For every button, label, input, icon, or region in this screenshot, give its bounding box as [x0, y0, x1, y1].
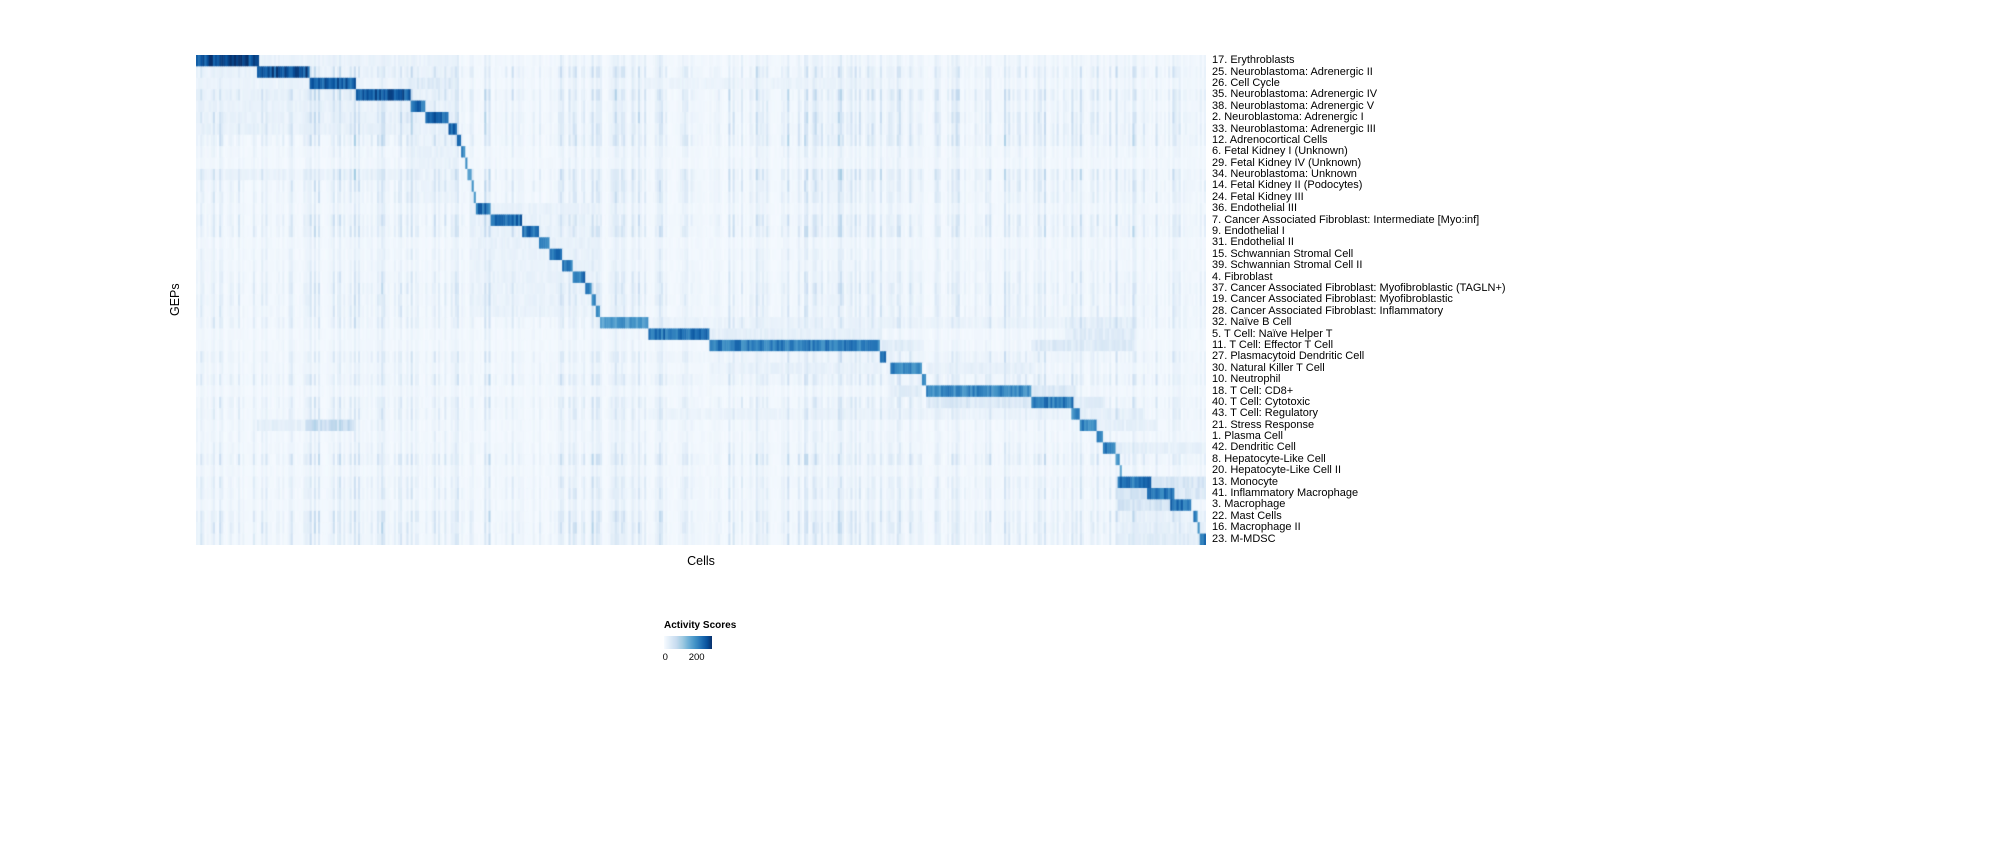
row-label: 5. T Cell: Naïve Helper T [1212, 327, 1333, 340]
row-label: 10. Neutrophil [1212, 373, 1281, 386]
row-label: 39. Schwannian Stromal Cell II [1212, 259, 1363, 272]
row-label: 15. Schwannian Stromal Cell [1212, 247, 1354, 260]
row-label: 3. Macrophage [1212, 498, 1286, 511]
row-label: 11. T Cell: Effector T Cell [1212, 338, 1334, 351]
row-label: 42. Dendritic Cell [1212, 441, 1296, 454]
row-label: 26. Cell Cycle [1212, 76, 1280, 89]
row-label: 31. Endothelial II [1212, 236, 1294, 249]
row-label: 22. Mast Cells [1212, 509, 1282, 522]
row-label: 27. Plasmacytoid Dendritic Cell [1212, 350, 1365, 363]
row-label: 17. Erythroblasts [1212, 54, 1295, 67]
row-label: 8. Hepatocyte-Like Cell [1212, 452, 1326, 465]
row-label: 34. Neuroblastoma: Unknown [1212, 168, 1357, 181]
row-label: 12. Adrenocortical Cells [1212, 133, 1328, 146]
row-label: 25. Neuroblastoma: Adrenergic II [1212, 65, 1373, 78]
row-label: 4. Fibroblast [1212, 270, 1273, 283]
y-axis-label: GEPs [168, 283, 182, 317]
row-label: 35. Neuroblastoma: Adrenergic IV [1212, 88, 1378, 101]
row-label: 37. Cancer Associated Fibroblast: Myofib… [1212, 282, 1506, 294]
row-label: 20. Hepatocyte-Like Cell II [1212, 464, 1342, 477]
row-label: 6. Fetal Kidney I (Unknown) [1212, 145, 1348, 158]
row-label: 43. T Cell: Regulatory [1212, 407, 1318, 420]
row-label: 28. Cancer Associated Fibroblast: Inflam… [1212, 304, 1444, 317]
row-label: 13. Monocyte [1212, 475, 1279, 488]
row-label: 29. Fetal Kidney IV (Unknown) [1212, 156, 1362, 169]
x-axis-label: Cells [687, 554, 715, 568]
row-label: 18. T Cell: CD8+ [1212, 384, 1294, 397]
row-label: 9. Endothelial I [1212, 225, 1285, 238]
legend-tick-max: 200 [688, 652, 705, 663]
legend-title: Activity Scores [664, 620, 737, 631]
row-label: 7. Cancer Associated Fibroblast: Interme… [1212, 213, 1480, 226]
row-label: 1. Plasma Cell [1212, 430, 1283, 443]
row-label: 36. Endothelial III [1212, 202, 1298, 215]
legend-ticks: 0 200 [662, 652, 712, 664]
row-label: 41. Inflammatory Macrophage [1212, 487, 1359, 500]
heatmap-canvas [196, 55, 1206, 545]
row-label: 2. Neuroblastoma: Adrenergic I [1212, 111, 1364, 124]
row-label: 32. Naïve B Cell [1212, 316, 1292, 329]
row-label: 16. Macrophage II [1212, 521, 1301, 534]
row-label: 33. Neuroblastoma: Adrenergic III [1212, 122, 1376, 135]
row-label: 24. Fetal Kidney III [1212, 190, 1304, 203]
row-label: 40. T Cell: Cytotoxic [1212, 395, 1311, 408]
row-label: 23. M-MDSC [1212, 532, 1276, 545]
legend-colorbar [664, 636, 712, 649]
row-labels: 17. Erythroblasts 25. Neuroblastoma: Adre… [1212, 54, 1772, 545]
row-label: 21. Stress Response [1212, 418, 1315, 431]
legend: Activity Scores 0 200 [662, 620, 784, 664]
row-label: 38. Neuroblastoma: Adrenergic V [1212, 99, 1375, 112]
row-label: 30. Natural Killer T Cell [1212, 361, 1325, 374]
row-label: 19. Cancer Associated Fibroblast: Myofib… [1212, 293, 1453, 306]
legend-tick-min: 0 [662, 652, 668, 663]
row-label: 14. Fetal Kidney II (Podocytes) [1212, 179, 1363, 192]
